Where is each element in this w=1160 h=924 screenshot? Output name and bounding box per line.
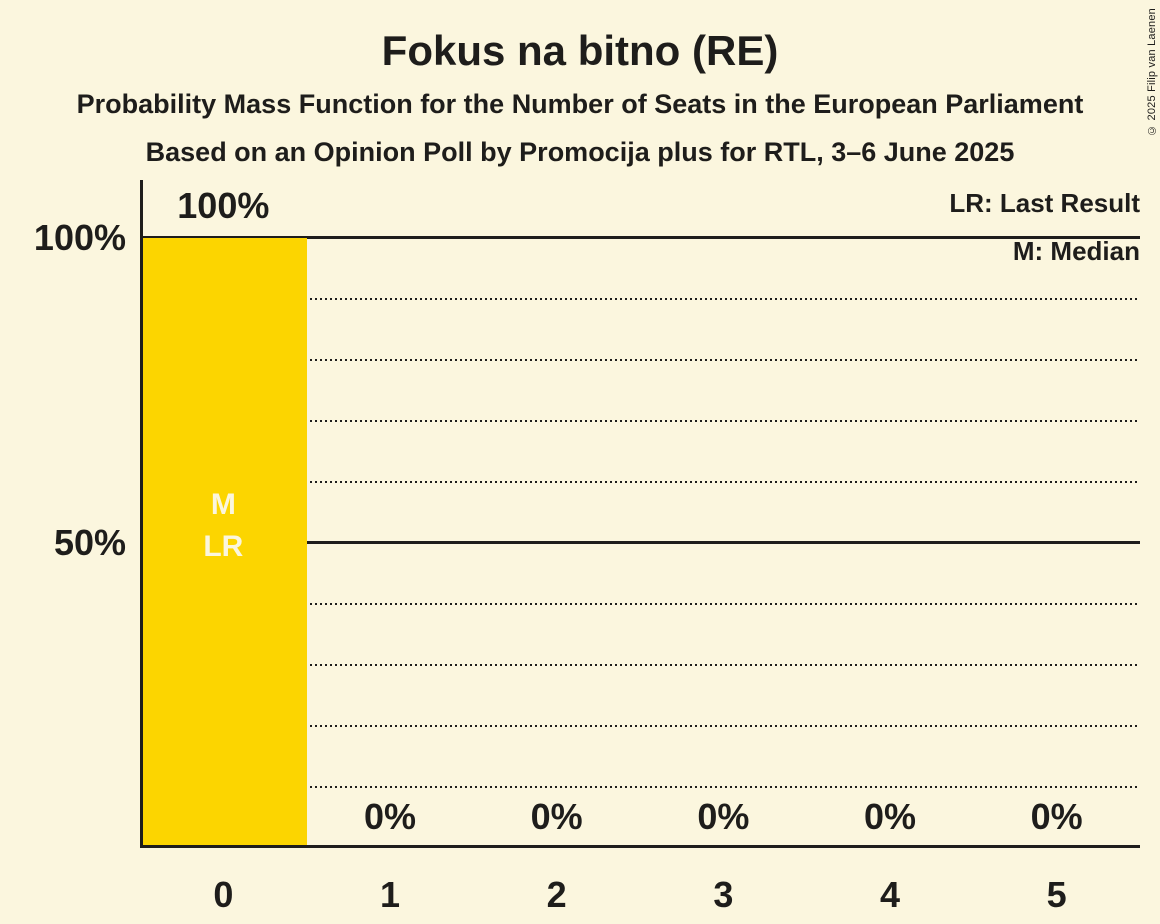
y-axis-line [140,180,143,848]
chart-title: Fokus na bitno (RE) [381,27,779,74]
plot-area: M LR [140,180,1140,848]
x-axis-line [140,845,1140,848]
gridline-dotted-60 [140,480,1140,483]
legend-last-result: LR: Last Result [949,188,1140,218]
gridline-dotted-10 [140,785,1140,788]
bar-value-label-1: 0% [363,795,417,837]
chart-source-line: Based on an Opinion Poll by Promocija pl… [145,137,1015,167]
bar-value-label-4: 0% [863,795,917,837]
gridline-dotted-80 [140,358,1140,361]
gridline-dotted-20 [140,724,1140,727]
x-axis-label-3: 3 [713,874,734,915]
bar-seats-0 [140,237,307,848]
gridline-dotted-40 [140,602,1140,605]
bar-value-label-0: 100% [177,185,270,226]
legend-median: M: Median [1012,236,1140,266]
bar-value-label-3: 0% [697,795,750,837]
bar-value-label-2: 0% [530,795,583,837]
gridline-solid-100 [140,236,1140,239]
x-axis-label-5: 5 [1046,874,1067,915]
annotation-line-lr: LR [203,530,244,563]
gridline-dotted-90 [140,297,1140,300]
y-axis-label-100: 100% [33,216,126,258]
median-last-result-marker: M LR [203,484,243,568]
gridline-dotted-30 [140,663,1140,666]
annotation-line-m: M [210,488,236,521]
bar-value-label-5: 0% [1030,795,1083,837]
gridline-dotted-70 [140,419,1140,422]
x-axis-label-4: 4 [879,874,901,915]
x-axis-label-1: 1 [379,874,401,915]
copyright-notice: © 2025 Filip van Laenen [1146,8,1158,136]
gridline-solid-50 [140,541,1140,545]
x-axis-label-2: 2 [546,874,567,915]
x-axis-label-0: 0 [213,874,234,915]
y-axis-label-50: 50% [53,521,126,563]
chart-subtitle: Probability Mass Function for the Number… [76,89,1084,119]
